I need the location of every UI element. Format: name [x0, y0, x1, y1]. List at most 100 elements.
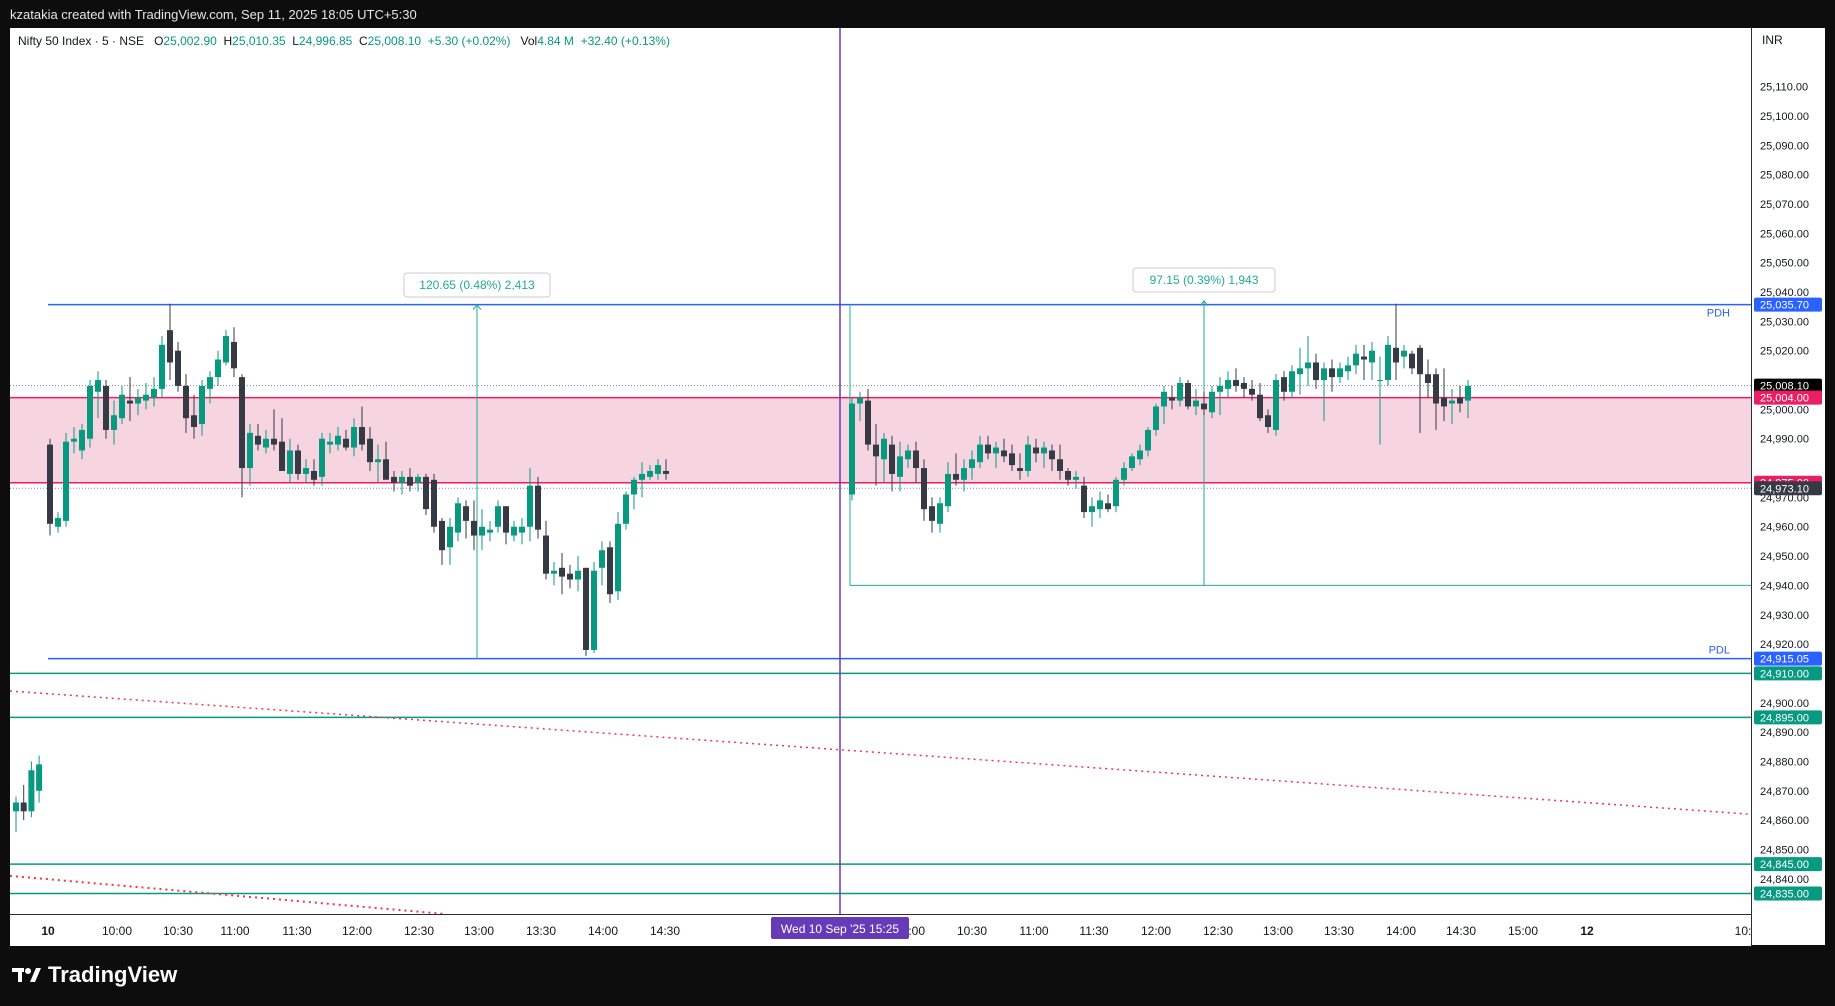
- candle-body: [119, 394, 125, 419]
- measure-text-1: 120.65 (0.48%) 2,413: [419, 278, 535, 292]
- measure-bounds-2: [849, 304, 1751, 586]
- candle-body: [1281, 377, 1287, 392]
- candle-body: [447, 526, 453, 548]
- candle-body: [1033, 447, 1039, 454]
- candle-body: [519, 526, 525, 533]
- tradingview-logo-icon: [12, 968, 41, 982]
- time-tick: 10:: [1735, 924, 1751, 938]
- candle-body: [1081, 485, 1087, 513]
- time-tick: 14:00: [1386, 924, 1416, 938]
- time-axis[interactable]: 10 10:00 10:30 11:00 11:30 12:00 12:30 13:00 13:…: [10, 914, 1751, 946]
- price-axis-labels[interactable]: 25,110.00 25,100.00 25,090.00 25,080.00 25,0…: [1752, 28, 1825, 945]
- price-label-bg: [1754, 886, 1822, 901]
- price-tick: 24,970.00: [1760, 492, 1809, 504]
- candle-body: [937, 503, 943, 524]
- candle-body: [295, 450, 301, 474]
- candle-body: [647, 471, 653, 477]
- measure-box-1: [403, 272, 551, 298]
- candle-body: [423, 476, 429, 510]
- price-label-bg: [1754, 710, 1822, 725]
- candle-body: [87, 385, 93, 439]
- price-label-bg: [1754, 481, 1822, 496]
- candle-body: [383, 459, 389, 480]
- candle-body: [247, 432, 253, 469]
- candle-body: [20, 802, 27, 812]
- time-tick: 11:30: [1079, 924, 1108, 938]
- candle-body: [567, 573, 573, 580]
- candle-body: [1017, 468, 1023, 471]
- candle-body: [663, 471, 669, 474]
- price-tick: 24,990.00: [1760, 434, 1809, 446]
- price-axis[interactable]: 25,110.00 25,100.00 25,090.00 25,080.00 25,0…: [1751, 28, 1825, 945]
- open-value: 25,002.90: [163, 34, 217, 48]
- price-tick: 25,040.00: [1760, 287, 1809, 299]
- candle-body: [399, 476, 405, 483]
- candle-body: [151, 388, 157, 398]
- time-tick: 10: [41, 924, 55, 938]
- time-tick: 11:00: [220, 924, 249, 938]
- candle-body: [993, 447, 999, 454]
- candle-body: [215, 359, 221, 378]
- candle-body: [471, 520, 477, 536]
- candle-body: [143, 394, 149, 401]
- currency-label[interactable]: INR: [1762, 33, 1783, 47]
- candle-body: [897, 456, 903, 477]
- candle-body: [1313, 362, 1319, 381]
- measure-arrow-2: [1199, 300, 1209, 307]
- candle-body: [615, 523, 621, 592]
- time-axis-labels[interactable]: 10 10:00 10:30 11:00 11:30 12:00 12:30 13:00 13:…: [10, 915, 1751, 946]
- candle-body: [207, 377, 213, 389]
- candle-body: [111, 415, 117, 430]
- price-tick: 25,000.00: [1760, 404, 1809, 416]
- candle-body: [1177, 382, 1183, 401]
- candle-body: [913, 450, 919, 469]
- candle-body: [953, 473, 959, 480]
- price-tick: 25,080.00: [1760, 170, 1809, 182]
- candle-body: [1057, 459, 1063, 471]
- price-label: 24,915.05: [1760, 654, 1809, 666]
- symbol-name[interactable]: Nifty 50 Index · 5 · NSE: [18, 34, 145, 48]
- candle-body: [945, 473, 951, 507]
- time-tick: 12:00: [342, 924, 372, 938]
- candle-body: [351, 426, 357, 448]
- candle-body: [1465, 385, 1471, 401]
- candle-body: [1233, 380, 1239, 386]
- time-tick: 10:00: [102, 924, 132, 938]
- candle-body: [1105, 503, 1111, 510]
- volume-value: 4.84 M: [537, 34, 574, 48]
- candle-body: [977, 444, 983, 463]
- candle-body: [1225, 380, 1231, 389]
- candle-body: [47, 444, 53, 524]
- price-tick: 24,890.00: [1760, 727, 1809, 739]
- price-label: 24,910.00: [1760, 668, 1809, 680]
- candle-body: [1153, 406, 1159, 430]
- candle-body: [985, 444, 991, 454]
- candle-body: [1337, 368, 1343, 378]
- price-tick: 24,950.00: [1760, 551, 1809, 563]
- candle-body: [1121, 468, 1127, 480]
- candlestick-chart[interactable]: PDH PDL 120.65 (0.48%) 2,413 97.15 (0.39%) …: [10, 28, 1751, 914]
- price-tick: 24,870.00: [1760, 786, 1809, 798]
- price-tick: 25,090.00: [1760, 140, 1809, 152]
- volume-label: Vol: [520, 34, 538, 48]
- price-tick: 24,920.00: [1760, 639, 1809, 651]
- candle-body: [479, 526, 485, 536]
- candle-body: [1321, 368, 1327, 381]
- measure-text-2: 97.15 (0.39%) 1,943: [1150, 273, 1259, 287]
- chart-frame[interactable]: PDH PDL 120.65 (0.48%) 2,413 97.15 (0.39%) …: [10, 28, 1825, 946]
- brand-name: TradingView: [48, 962, 178, 987]
- candle-body: [271, 438, 277, 445]
- candle-body: [327, 441, 333, 445]
- candle-body: [591, 570, 597, 650]
- price-tick: 24,960.00: [1760, 522, 1809, 534]
- price-label: 24,835.00: [1760, 888, 1809, 900]
- candle-body: [455, 503, 461, 533]
- candle-body: [1065, 471, 1071, 480]
- time-tick: 13:30: [526, 924, 556, 938]
- price-label: 24,845.00: [1760, 859, 1809, 871]
- time-tick: 11:00: [1019, 924, 1048, 938]
- price-pane[interactable]: PDH PDL 120.65 (0.48%) 2,413 97.15 (0.39%) …: [10, 28, 1751, 914]
- price-label: 25,004.00: [1760, 393, 1809, 405]
- candle-body: [223, 336, 229, 363]
- candle-body: [1449, 400, 1455, 404]
